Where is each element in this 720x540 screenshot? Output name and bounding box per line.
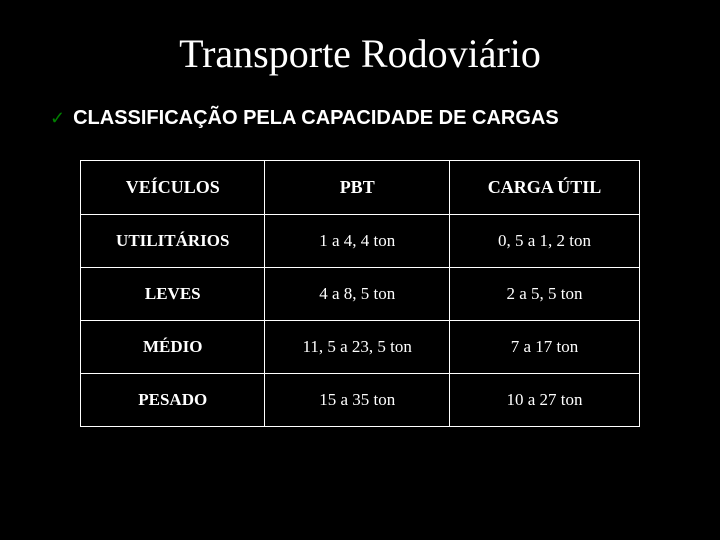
table-cell: 10 a 27 ton [449,374,639,427]
table-header-cell: CARGA ÚTIL [449,161,639,215]
table-header-cell: PBT [265,161,449,215]
table-cell: MÉDIO [81,321,265,374]
table-row: PESADO 15 a 35 ton 10 a 27 ton [81,374,640,427]
table-cell: 15 a 35 ton [265,374,449,427]
slide-title: Transporte Rodoviário [40,30,680,77]
table-cell: UTILITÁRIOS [81,215,265,268]
table-cell: 1 a 4, 4 ton [265,215,449,268]
check-icon: ✓ [50,108,65,129]
table-row: UTILITÁRIOS 1 a 4, 4 ton 0, 5 a 1, 2 ton [81,215,640,268]
table-cell: 11, 5 a 23, 5 ton [265,321,449,374]
slide-subtitle: CLASSIFICAÇÃO PELA CAPACIDADE DE CARGAS [73,107,559,130]
table-header-cell: VEÍCULOS [81,161,265,215]
table-header-row: VEÍCULOS PBT CARGA ÚTIL [81,161,640,215]
table-row: MÉDIO 11, 5 a 23, 5 ton 7 a 17 ton [81,321,640,374]
slide: Transporte Rodoviário ✓ CLASSIFICAÇÃO PE… [0,0,720,540]
subtitle-row: ✓ CLASSIFICAÇÃO PELA CAPACIDADE DE CARGA… [50,107,680,130]
table-cell: 2 a 5, 5 ton [449,268,639,321]
table-cell: 4 a 8, 5 ton [265,268,449,321]
table-cell: PESADO [81,374,265,427]
table-row: LEVES 4 a 8, 5 ton 2 a 5, 5 ton [81,268,640,321]
table-cell: 0, 5 a 1, 2 ton [449,215,639,268]
cargo-capacity-table: VEÍCULOS PBT CARGA ÚTIL UTILITÁRIOS 1 a … [80,160,640,427]
table-cell: LEVES [81,268,265,321]
table-cell: 7 a 17 ton [449,321,639,374]
